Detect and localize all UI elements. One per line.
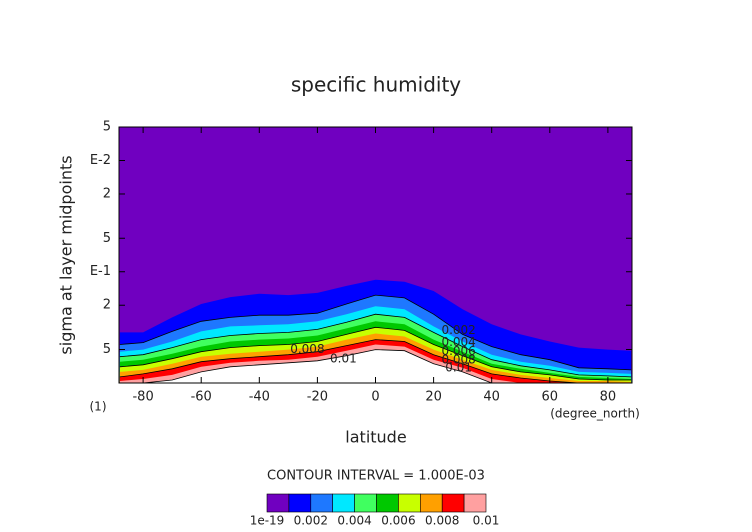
x-tick-label: 0 <box>371 390 379 405</box>
y-unit: (1) <box>90 400 107 414</box>
contour-label: 0.008 <box>441 352 475 366</box>
y-tick-label: 2 <box>103 186 111 201</box>
colorbar-box <box>288 493 312 513</box>
contour-line <box>119 294 632 371</box>
contour-label: 0.01 <box>445 360 472 374</box>
contour-label: 0.006 <box>441 344 475 358</box>
colorbar-box <box>310 493 333 513</box>
contour-label: 0.002 <box>441 323 475 337</box>
y-axis-label: sigma at layer midpoints <box>57 155 76 354</box>
colorbar-label: 1e-19 <box>250 514 285 528</box>
x-tick-label: -40 <box>249 390 270 405</box>
colorbar-box <box>398 493 421 513</box>
colorbar-label: 0.004 <box>337 514 371 528</box>
plot-area <box>119 127 632 383</box>
contour-label: 0.01 <box>330 351 357 365</box>
colorbar-box <box>419 493 443 513</box>
contour-label: 0.004 <box>441 335 475 349</box>
colorbar-label: 0.002 <box>294 514 328 528</box>
footnote: CONTOUR INTERVAL = 1.000E-03 <box>267 469 485 484</box>
x-tick-label: -60 <box>191 390 212 405</box>
contour-label: 0.008 <box>290 342 324 356</box>
band-fill <box>119 349 632 383</box>
y-tick-label: 5 <box>103 231 111 246</box>
colorbar-box <box>376 493 399 513</box>
colorbar-label: 0.01 <box>473 514 500 528</box>
x-tick-label: 40 <box>483 390 500 405</box>
x-tick-label: -20 <box>307 390 328 405</box>
colorbar-box <box>332 493 355 513</box>
x-tick-label: 60 <box>542 390 559 405</box>
x-tick-label: 20 <box>425 390 442 405</box>
x-tick-label: -80 <box>132 390 153 405</box>
x-axis-label: latitude <box>345 428 406 447</box>
colorbar-box <box>463 493 487 513</box>
contour-line <box>119 326 632 381</box>
colorbar-box <box>266 493 290 513</box>
y-tick-label: 5 <box>103 342 111 357</box>
y-tick-label: E-2 <box>90 153 111 168</box>
colorbar-box <box>354 493 377 513</box>
colorbar-label: 0.008 <box>425 514 459 528</box>
y-tick-label: 5 <box>103 120 111 135</box>
y-tick-label: E-1 <box>90 264 111 279</box>
colorbar-label: 0.006 <box>381 514 415 528</box>
chart-title: specific humidity <box>291 73 461 97</box>
colorbar-box <box>441 493 465 513</box>
y-tick-label: 2 <box>103 298 111 313</box>
x-unit: (degree_north) <box>550 407 640 421</box>
contour-line <box>119 313 632 378</box>
x-tick-label: 80 <box>600 390 617 405</box>
contour-line <box>119 349 632 383</box>
